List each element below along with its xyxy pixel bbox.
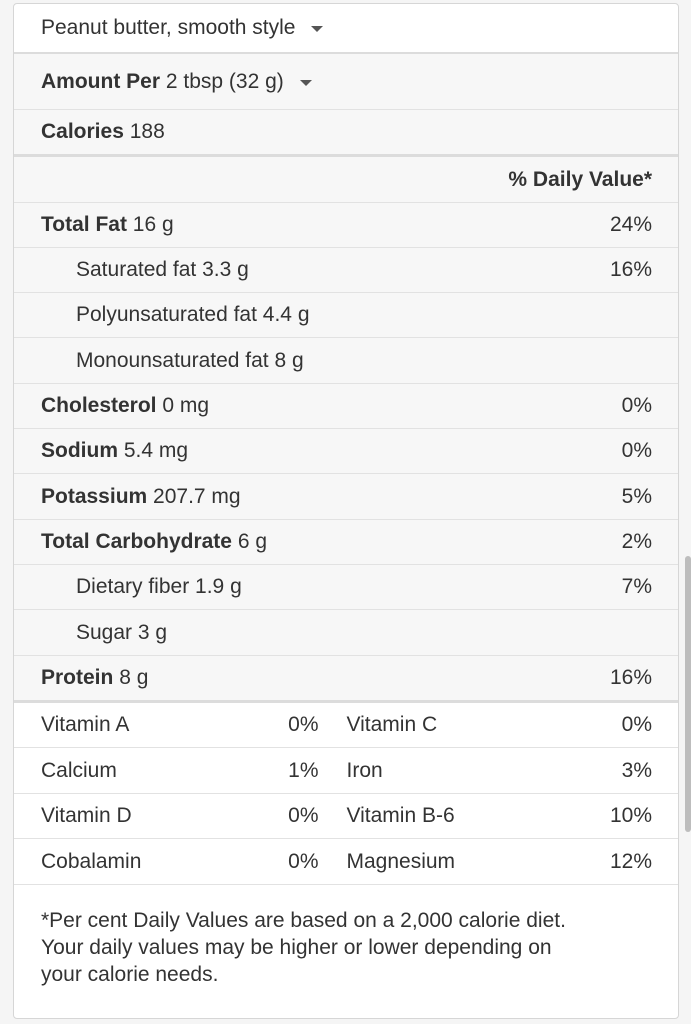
- vitamin-name: Vitamin B-6: [346, 804, 455, 827]
- nutrient-pct: 16%: [609, 666, 652, 689]
- vitamin-name: Vitamin D: [41, 804, 132, 827]
- nutrient-pct: 0%: [621, 394, 652, 417]
- serving-prefix: Amount Per: [41, 69, 161, 93]
- vitamin-pct: 12%: [609, 849, 652, 873]
- nutrient-label: Total Fat: [41, 213, 127, 236]
- nutrient-row-sodium: Sodium 5.4 mg 0%: [14, 429, 678, 474]
- nutrient-pct: 7%: [621, 575, 652, 598]
- nutrient-pct: 24%: [609, 213, 652, 236]
- caret-down-icon: [311, 26, 324, 32]
- vitamin-pct: 0%: [288, 849, 319, 873]
- serving-size: 2 tbsp (32 g): [165, 69, 284, 93]
- caret-down-icon: [299, 79, 312, 86]
- nutrient-row-total-carbohydrate: Total Carbohydrate 6 g 2%: [14, 520, 678, 565]
- vitamin-pct: 0%: [288, 804, 319, 827]
- nutrient-row-total-fat: Total Fat 16 g 24%: [14, 203, 678, 248]
- nutrient-label: Sodium: [41, 439, 118, 462]
- food-name: Peanut butter, smooth style: [41, 16, 296, 39]
- vitamin-pct: 1%: [288, 758, 319, 782]
- vitamin-name: Magnesium: [346, 849, 456, 873]
- nutrient-row-protein: Protein 8 g 16%: [14, 656, 678, 703]
- nutrition-facts-card: Peanut butter, smooth style Amount Per 2…: [13, 3, 679, 1019]
- nutrient-amount: 1.9 g: [195, 575, 242, 598]
- footnote-line: *Per cent Daily Values are based on a 2,…: [41, 909, 566, 932]
- nutrient-amount: 8 g: [274, 348, 304, 372]
- nutrient-label: Potassium: [41, 484, 148, 508]
- daily-value-header: % Daily Value*: [14, 157, 678, 203]
- nutrient-pct: 5%: [621, 484, 652, 508]
- nutrient-label: Protein: [41, 666, 114, 689]
- daily-value-footnote: *Per cent Daily Values are based on a 2,…: [14, 885, 678, 988]
- nutrient-row-sugar: Sugar 3 g: [14, 610, 678, 656]
- vitamin-name: Vitamin A: [41, 713, 130, 736]
- vitamin-name: Iron: [346, 758, 383, 782]
- calories-label: Calories: [41, 120, 124, 143]
- nutrient-row-dietary-fiber: Dietary fiber 1.9 g 7%: [14, 565, 678, 610]
- vitamin-name: Calcium: [41, 758, 117, 782]
- nutrient-pct: 16%: [609, 258, 652, 281]
- nutrient-label: Monounsaturated fat: [76, 348, 269, 372]
- nutrient-amount: 3.3 g: [202, 258, 249, 281]
- nutrient-row-cholesterol: Cholesterol 0 mg 0%: [14, 384, 678, 429]
- vitamin-pct: 0%: [288, 713, 319, 736]
- vitamin-row: Calcium 1% Iron 3%: [14, 748, 678, 794]
- vitamin-name: Cobalamin: [41, 849, 142, 873]
- nutrient-amount: 6 g: [237, 530, 268, 553]
- nutrient-label: Polyunsaturated fat: [76, 303, 257, 326]
- nutrient-pct: 0%: [621, 439, 652, 462]
- nutrient-amount: 3 g: [137, 620, 168, 644]
- nutrient-label: Total Carbohydrate: [41, 530, 232, 553]
- vitamin-row: Vitamin D 0% Vitamin B-6 10%: [14, 794, 678, 839]
- serving-row: Amount Per 2 tbsp (32 g): [14, 54, 678, 110]
- nutrient-amount: 16 g: [132, 213, 174, 236]
- food-selector-dropdown[interactable]: Peanut butter, smooth style: [41, 16, 324, 40]
- nutrient-pct: 2%: [621, 530, 652, 553]
- nutrient-row-polyunsaturated-fat: Polyunsaturated fat 4.4 g: [14, 293, 678, 338]
- vitamin-pct: 10%: [609, 804, 652, 827]
- footnote-line: your calorie needs.: [41, 963, 219, 986]
- nutrient-label: Dietary fiber: [76, 575, 190, 598]
- nutrient-amount: 4.4 g: [262, 303, 310, 326]
- footnote-line: Your daily values may be higher or lower…: [41, 936, 552, 959]
- food-selector-row: Peanut butter, smooth style: [14, 4, 678, 54]
- nutrient-label: Cholesterol: [41, 394, 157, 417]
- calories-row: Calories 188: [14, 110, 678, 157]
- nutrient-amount: 8 g: [119, 666, 149, 689]
- vitamin-row: Cobalamin 0% Magnesium 12%: [14, 839, 678, 885]
- nutrient-label: Saturated fat: [76, 258, 197, 281]
- nutrient-row-potassium: Potassium 207.7 mg 5%: [14, 474, 678, 520]
- vitamin-name: Vitamin C: [346, 713, 438, 736]
- nutrient-label: Sugar: [76, 620, 133, 644]
- nutrient-amount: 207.7 mg: [153, 484, 241, 508]
- calories-value: 188: [129, 120, 165, 143]
- serving-size-dropdown[interactable]: Amount Per 2 tbsp (32 g): [41, 70, 312, 94]
- vitamin-pct: 0%: [621, 713, 652, 736]
- scrollbar[interactable]: [685, 556, 691, 832]
- vitamin-pct: 3%: [621, 758, 652, 782]
- nutrient-amount: 0 mg: [162, 394, 210, 417]
- daily-value-header-label: % Daily Value*: [508, 167, 652, 191]
- nutrient-amount: 5.4 mg: [123, 439, 189, 462]
- nutrient-row-saturated-fat: Saturated fat 3.3 g 16%: [14, 248, 678, 293]
- nutrient-row-monounsaturated-fat: Monounsaturated fat 8 g: [14, 338, 678, 384]
- vitamin-row: Vitamin A 0% Vitamin C 0%: [14, 703, 678, 748]
